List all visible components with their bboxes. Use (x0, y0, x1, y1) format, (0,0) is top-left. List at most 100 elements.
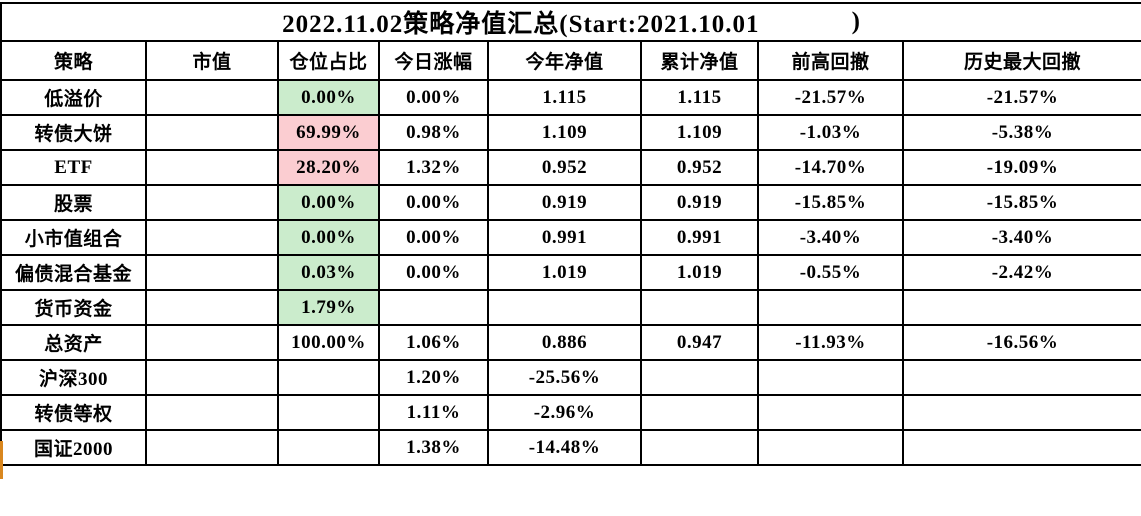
cell-ytd-nav[interactable]: 0.952 (487, 149, 642, 186)
cell-position-pct[interactable]: 28.20% (277, 149, 380, 186)
cell-market-value[interactable] (145, 324, 279, 361)
cell-position-pct[interactable]: 0.00% (277, 184, 380, 221)
cell-today-change[interactable]: 0.00% (378, 254, 489, 291)
cell-strategy[interactable]: 小市值组合 (0, 219, 147, 256)
cell-cum-nav[interactable]: 0.952 (640, 149, 759, 186)
cell-ytd-nav[interactable]: 1.115 (487, 79, 642, 116)
cell-position-pct[interactable]: 100.00% (277, 324, 380, 361)
cell-prev-high-drawdown[interactable]: -11.93% (757, 324, 904, 361)
cell-position-pct[interactable]: 69.99% (277, 114, 380, 151)
cell-prev-high-drawdown[interactable]: -15.85% (757, 184, 904, 221)
cell-ytd-nav[interactable]: 0.886 (487, 324, 642, 361)
cell-cum-nav[interactable]: 1.115 (640, 79, 759, 116)
col-header-prev-high-drawdown[interactable]: 前高回撤 (757, 40, 904, 81)
cell-ytd-nav[interactable]: -2.96% (487, 394, 642, 431)
cell-strategy[interactable]: 国证2000 (0, 429, 147, 466)
cell-strategy[interactable]: 转债等权 (0, 394, 147, 431)
cell-today-change[interactable]: 1.06% (378, 324, 489, 361)
cell-hist-max-drawdown[interactable]: -16.56% (901, 324, 1141, 361)
cell-today-change[interactable]: 1.38% (378, 429, 489, 466)
cell-hist-max-drawdown[interactable]: -19.09% (901, 149, 1141, 186)
col-header-cum-nav[interactable]: 累计净值 (640, 40, 759, 81)
cell-position-pct[interactable]: 0.00% (277, 219, 380, 256)
cell-ytd-nav[interactable]: 0.919 (487, 184, 642, 221)
cell-strategy[interactable]: 低溢价 (0, 79, 147, 116)
cell-market-value[interactable] (145, 429, 279, 466)
cell-prev-high-drawdown[interactable] (757, 394, 904, 431)
cell-ytd-nav[interactable]: 0.991 (487, 219, 642, 256)
cell-ytd-nav[interactable]: 1.109 (487, 114, 642, 151)
cell-hist-max-drawdown[interactable]: -5.38% (901, 114, 1141, 151)
cell-market-value[interactable] (145, 219, 279, 256)
cell-strategy[interactable]: 偏债混合基金 (0, 254, 147, 291)
cell-ytd-nav[interactable]: -25.56% (487, 359, 642, 396)
cell-today-change[interactable]: 0.00% (378, 184, 489, 221)
cell-hist-max-drawdown[interactable] (901, 394, 1141, 431)
cell-position-pct[interactable] (277, 429, 380, 466)
cell-cum-nav[interactable] (640, 429, 759, 466)
cell-hist-max-drawdown[interactable]: -15.85% (901, 184, 1141, 221)
cell-hist-max-drawdown[interactable]: -3.40% (901, 219, 1141, 256)
col-header-hist-max-drawdown[interactable]: 历史最大回撤 (901, 40, 1141, 81)
cell-position-pct[interactable]: 0.03% (277, 254, 380, 291)
cell-hist-max-drawdown[interactable] (901, 359, 1141, 396)
col-header-position-pct[interactable]: 仓位占比 (277, 40, 380, 81)
cell-prev-high-drawdown[interactable]: -3.40% (757, 219, 904, 256)
cell-hist-max-drawdown[interactable] (901, 289, 1141, 326)
cell-ytd-nav[interactable]: 1.019 (487, 254, 642, 291)
cell-today-change[interactable]: 1.20% (378, 359, 489, 396)
col-header-ytd-nav[interactable]: 今年净值 (487, 40, 642, 81)
cell-market-value[interactable] (145, 254, 279, 291)
cell-market-value[interactable] (145, 359, 279, 396)
table-row: 转债等权 1.11% -2.96% (0, 394, 1141, 431)
sheet-title-cell[interactable]: 2022.11.02策略净值汇总(Start:2021.10.01 ) (0, 2, 1141, 42)
cell-position-pct[interactable]: 1.79% (277, 289, 380, 326)
cell-strategy[interactable]: 货币资金 (0, 289, 147, 326)
cell-today-change[interactable]: 1.11% (378, 394, 489, 431)
cell-hist-max-drawdown[interactable]: -21.57% (901, 79, 1141, 116)
cell-cum-nav[interactable]: 1.019 (640, 254, 759, 291)
cell-strategy[interactable]: ETF (0, 149, 147, 186)
cell-strategy[interactable]: 沪深300 (0, 359, 147, 396)
cell-prev-high-drawdown[interactable] (757, 359, 904, 396)
cell-cum-nav[interactable]: 0.919 (640, 184, 759, 221)
cell-market-value[interactable] (145, 79, 279, 116)
cell-prev-high-drawdown[interactable] (757, 429, 904, 466)
cell-cum-nav[interactable]: 0.991 (640, 219, 759, 256)
cell-cum-nav[interactable]: 0.947 (640, 324, 759, 361)
cell-prev-high-drawdown[interactable]: -14.70% (757, 149, 904, 186)
cell-ytd-nav[interactable]: -14.48% (487, 429, 642, 466)
cell-position-pct[interactable] (277, 394, 380, 431)
cell-position-pct[interactable] (277, 359, 380, 396)
cell-today-change[interactable]: 0.00% (378, 79, 489, 116)
cell-today-change[interactable]: 1.32% (378, 149, 489, 186)
cell-cum-nav[interactable]: 1.109 (640, 114, 759, 151)
cell-cum-nav[interactable] (640, 394, 759, 431)
cell-cum-nav[interactable] (640, 289, 759, 326)
cell-cum-nav[interactable] (640, 359, 759, 396)
cell-today-change[interactable]: 0.98% (378, 114, 489, 151)
cell-strategy[interactable]: 转债大饼 (0, 114, 147, 151)
col-header-market-value[interactable]: 市值 (145, 40, 279, 81)
cell-hist-max-drawdown[interactable] (901, 429, 1141, 466)
cell-strategy[interactable]: 总资产 (0, 324, 147, 361)
cell-market-value[interactable] (145, 184, 279, 221)
cell-prev-high-drawdown[interactable]: -1.03% (757, 114, 904, 151)
cell-prev-high-drawdown[interactable]: -0.55% (757, 254, 904, 291)
cell-market-value[interactable] (145, 289, 279, 326)
cell-market-value[interactable] (145, 394, 279, 431)
cell-market-value[interactable] (145, 149, 279, 186)
cell-today-change[interactable] (378, 289, 489, 326)
cell-strategy[interactable]: 股票 (0, 184, 147, 221)
cell-today-change[interactable]: 0.00% (378, 219, 489, 256)
cell-position-pct[interactable]: 0.00% (277, 79, 380, 116)
cell-hist-max-drawdown[interactable]: -2.42% (901, 254, 1141, 291)
cell-prev-high-drawdown[interactable]: -21.57% (757, 79, 904, 116)
cell-ytd-nav[interactable] (487, 289, 642, 326)
table-row: 转债大饼 69.99% 0.98% 1.109 1.109 -1.03% -5.38% (0, 114, 1141, 151)
col-header-strategy[interactable]: 策略 (0, 40, 147, 81)
cell-prev-high-drawdown[interactable] (757, 289, 904, 326)
col-header-today-change[interactable]: 今日涨幅 (378, 40, 489, 81)
cell-market-value[interactable] (145, 114, 279, 151)
